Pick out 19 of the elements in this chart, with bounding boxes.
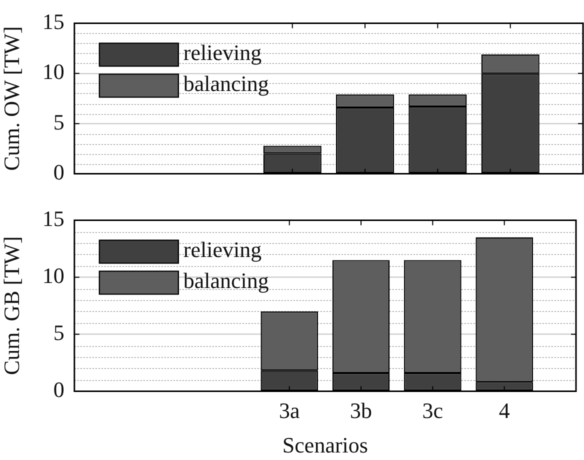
y-tick-label: 10 — [42, 262, 64, 288]
y-tick-label: 5 — [53, 109, 64, 134]
x-tick-label: 3a — [278, 398, 300, 424]
x-tick-label: 4 — [498, 398, 510, 424]
legend-label: balancing — [183, 70, 269, 96]
y-tick-label: 10 — [42, 59, 64, 84]
legend-label: balancing — [183, 268, 269, 293]
legend-label: relieving — [183, 236, 262, 262]
y-tick-label: 0 — [53, 160, 64, 185]
y-tick-label: 5 — [53, 320, 64, 345]
y-tick-label: 15 — [42, 206, 64, 231]
x-tick-label: 3b — [350, 398, 372, 424]
y-axis-title: Cum. OW [TW] — [0, 26, 24, 171]
y-tick-label: 0 — [53, 376, 64, 402]
x-axis-title: Scenarios — [282, 432, 368, 458]
y-axis-title: Cum. GB [TW] — [0, 236, 24, 376]
y-tick-label: 15 — [42, 8, 64, 34]
x-tick-label: 3c — [422, 398, 444, 424]
legend-label: relieving — [183, 40, 262, 65]
